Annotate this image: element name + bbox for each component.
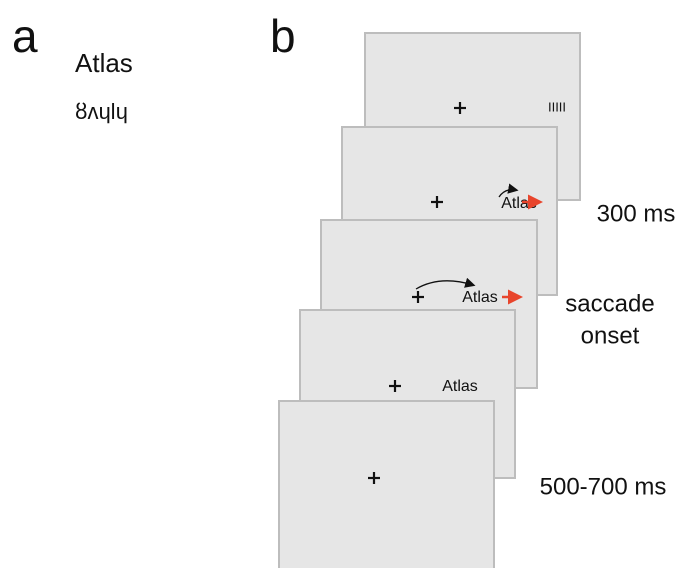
fixation-cross <box>368 472 380 484</box>
saccade-arrow <box>498 183 519 198</box>
stimulus: Atlas <box>462 289 498 306</box>
fixation-cross <box>454 102 466 114</box>
stimulus: IIIII <box>548 99 566 114</box>
stimulus: Atlas <box>501 195 537 212</box>
stimulus: Atlas <box>442 378 478 395</box>
frame <box>278 400 495 568</box>
saccade-arrow <box>415 277 476 290</box>
time-label: 300 ms <box>597 200 676 227</box>
panel-label: a <box>12 10 38 62</box>
word: Atlas <box>75 48 133 78</box>
fixation-cross <box>412 291 424 303</box>
fixation-cross <box>431 196 443 208</box>
time-label: saccade <box>565 290 654 317</box>
panel-label: b <box>270 10 296 62</box>
fixation-cross <box>389 380 401 392</box>
preview: ȣʌɥlɥ <box>75 99 128 124</box>
time-label: 500-700 ms <box>540 473 667 500</box>
time-label: onset <box>581 322 640 349</box>
